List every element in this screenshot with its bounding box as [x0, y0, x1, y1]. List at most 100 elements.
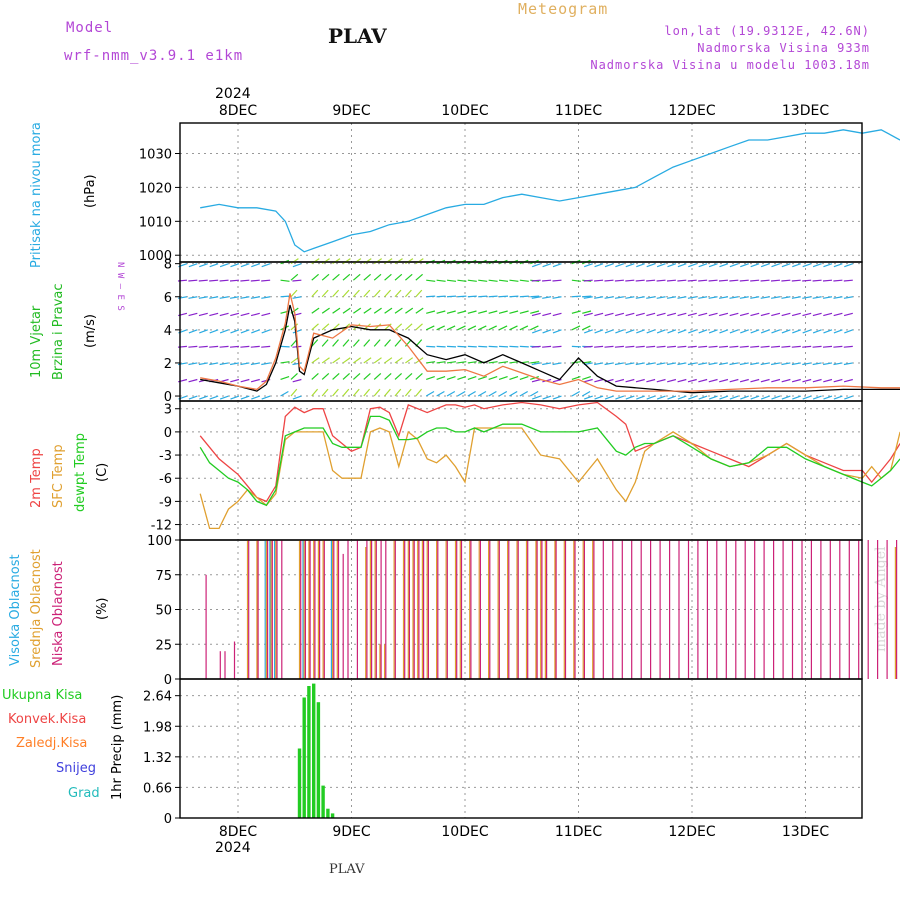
wind-barb: [467, 279, 477, 282]
wind-barb: [188, 312, 198, 317]
wind-barb: [729, 329, 739, 334]
wind-barb: [188, 378, 198, 383]
wind-barb: [604, 345, 614, 348]
wind-barb: [292, 395, 302, 400]
wind-barb: [478, 310, 488, 314]
wind-barb: [261, 279, 271, 282]
wind-barb: [833, 395, 843, 400]
wind-barb: [488, 390, 497, 397]
wind-barb: [625, 362, 635, 366]
wind-barb: [352, 372, 361, 380]
wind-barb: [604, 296, 614, 299]
wind-barb: [822, 362, 833, 366]
precip-bar: [312, 683, 316, 818]
wind-barb: [698, 296, 708, 299]
wind-barb: [781, 312, 791, 317]
wind-barb: [594, 279, 604, 282]
footer-station: PLAV: [329, 862, 365, 877]
wind-barb: [373, 307, 382, 314]
wind-barb: [625, 296, 635, 299]
wind-barb: [198, 296, 208, 299]
wind-barb: [251, 263, 260, 268]
wind-barb: [677, 296, 687, 299]
wind-barb: [531, 296, 541, 299]
wind-barb: [760, 395, 770, 400]
wind-barb: [583, 279, 593, 282]
wind-barb: [530, 325, 539, 331]
wind-barb: [571, 279, 581, 282]
panel-frame: [179, 261, 863, 402]
legend-conv: Konvek.Kisa: [8, 712, 87, 727]
wind-barb: [199, 263, 208, 268]
wind-barb: [552, 312, 562, 317]
wind-barb: [261, 263, 271, 268]
wind-barb: [760, 279, 770, 282]
wind-barb: [646, 296, 656, 299]
model-name: wrf-nmm_v3.9.1 e1km: [64, 48, 244, 64]
wind-barb: [240, 296, 250, 299]
wind-barb: [446, 376, 456, 381]
wind-barb: [394, 289, 402, 298]
wind-barb: [656, 279, 666, 282]
wind-barb: [363, 258, 372, 265]
wind-barb: [426, 361, 436, 364]
wind-barb: [823, 312, 833, 317]
wind-barb: [229, 345, 239, 348]
wind-barb: [373, 372, 382, 380]
wind-barb: [656, 362, 666, 366]
wind-barb: [667, 378, 677, 383]
wind-barb: [342, 372, 351, 380]
wind-barb: [342, 357, 351, 364]
wind-barb: [373, 289, 381, 298]
wind-barb: [792, 329, 801, 334]
wind-barb: [688, 329, 697, 334]
wind-barb: [771, 329, 781, 334]
wind-barb: [750, 312, 760, 317]
wind-barb: [531, 395, 541, 400]
wind-barb: [415, 289, 423, 298]
wind-barb: [542, 296, 552, 299]
wind-barb: [188, 329, 198, 334]
wind-barb: [542, 329, 552, 334]
wind-barb: [384, 307, 393, 314]
wind-barb: [667, 312, 677, 317]
wind-barb: [209, 279, 219, 282]
wind-barb: [718, 296, 729, 299]
wind-barb: [311, 388, 319, 397]
wind-barb: [729, 362, 739, 366]
wind-barb: [843, 279, 853, 282]
wind-barb: [488, 361, 498, 364]
wind-barb: [292, 378, 302, 383]
wind-barb: [604, 312, 614, 317]
y-tick-label: 6: [164, 291, 172, 306]
wind-barb: [843, 296, 853, 299]
wind-barb: [552, 263, 562, 268]
precip-bar: [326, 808, 330, 818]
wind-barb: [594, 263, 604, 268]
x-tick-bottom-12DEC: 12DEC: [668, 824, 715, 840]
wind-barb: [321, 388, 329, 397]
wind-barb: [571, 376, 581, 381]
wind-barb: [571, 295, 581, 298]
wind-barb: [708, 263, 718, 268]
wind-barb: [426, 295, 436, 298]
wind-barb: [230, 395, 240, 400]
wind-barb: [353, 357, 362, 364]
wind-barb: [688, 263, 697, 268]
y-tick-label: 0: [164, 426, 172, 441]
wind-barb: [394, 339, 402, 347]
wind-barb: [198, 362, 208, 366]
wind-barb: [719, 329, 729, 334]
year-bottom: 2024: [215, 840, 251, 856]
wind-barb: [311, 323, 319, 331]
wind-barb: [750, 329, 760, 334]
wind-barb: [843, 312, 853, 317]
y-tick-label: 1.32: [143, 751, 172, 766]
wind-barb: [666, 296, 677, 299]
wind-barb: [625, 312, 635, 317]
wind-barb: [698, 395, 708, 400]
wind-barb: [446, 345, 457, 348]
wind-barb: [198, 312, 208, 317]
wind-barb: [290, 339, 298, 347]
wind-barb: [552, 395, 562, 400]
